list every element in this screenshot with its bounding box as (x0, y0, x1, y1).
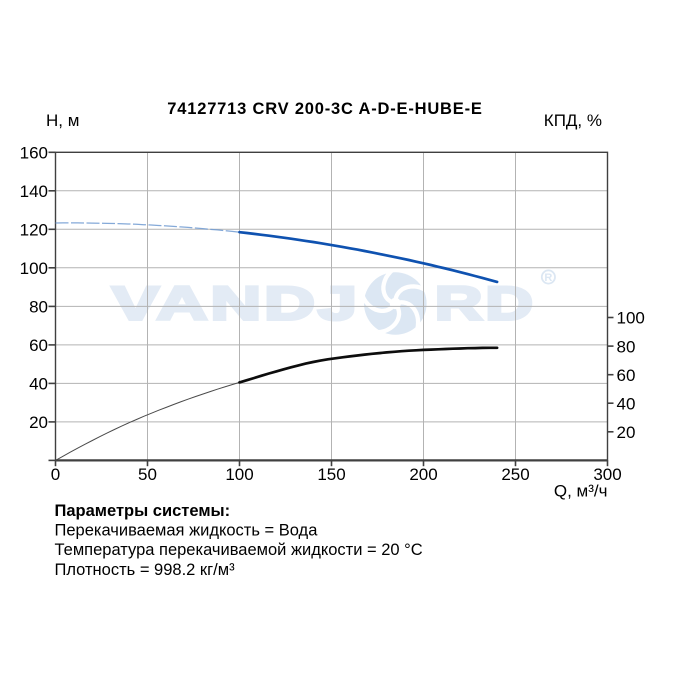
svg-text:160: 160 (20, 144, 48, 163)
svg-text:Параметры системы:: Параметры системы: (55, 502, 231, 520)
svg-text:250: 250 (501, 465, 529, 484)
svg-text:40: 40 (29, 375, 48, 394)
svg-text:200: 200 (409, 465, 437, 484)
svg-text:КПД, %: КПД, % (544, 111, 602, 130)
svg-text:R: R (544, 272, 552, 284)
svg-text:74127713 CRV 200-3C A-D-E-HUBE: 74127713 CRV 200-3C A-D-E-HUBE-E (167, 100, 482, 118)
svg-text:VANDJ: VANDJ (112, 277, 360, 330)
svg-text:140: 140 (20, 182, 48, 201)
svg-text:40: 40 (617, 394, 636, 413)
svg-text:RD: RD (435, 277, 536, 330)
svg-text:0: 0 (51, 465, 60, 484)
svg-text:300: 300 (593, 465, 621, 484)
svg-text:120: 120 (20, 221, 48, 240)
svg-text:100: 100 (617, 309, 645, 328)
svg-text:Температура перекачиваемой жид: Температура перекачиваемой жидкости = 20… (55, 541, 423, 559)
svg-text:Плотность = 998.2 кг/м³: Плотность = 998.2 кг/м³ (55, 561, 236, 579)
svg-text:80: 80 (617, 337, 636, 356)
svg-text:H, м: H, м (46, 111, 79, 130)
svg-text:20: 20 (617, 423, 636, 442)
svg-text:50: 50 (138, 465, 157, 484)
svg-text:80: 80 (29, 298, 48, 317)
svg-text:60: 60 (617, 366, 636, 385)
svg-text:20: 20 (29, 413, 48, 432)
svg-text:100: 100 (225, 465, 253, 484)
svg-text:100: 100 (20, 259, 48, 278)
svg-text:60: 60 (29, 336, 48, 355)
svg-text:Перекачиваемая жидкость = Вода: Перекачиваемая жидкость = Вода (55, 522, 319, 540)
svg-text:Q, м³/ч: Q, м³/ч (554, 482, 608, 501)
svg-text:150: 150 (317, 465, 345, 484)
